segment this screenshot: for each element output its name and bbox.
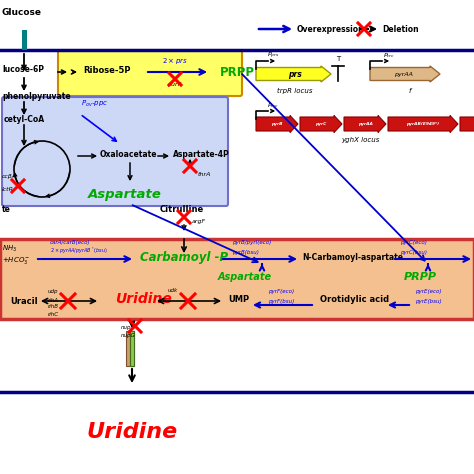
Text: pyrB(bsu): pyrB(bsu) (232, 249, 259, 255)
Text: Citrulline: Citrulline (160, 204, 204, 213)
Text: pyrB/pyrI(eco): pyrB/pyrI(eco) (232, 239, 271, 245)
Text: $P_{trc}$: $P_{trc}$ (267, 101, 279, 110)
Text: rihC: rihC (48, 311, 59, 317)
Bar (126, 331, 134, 366)
Text: Deletion: Deletion (382, 25, 419, 34)
Text: pyrF(eco): pyrF(eco) (268, 290, 294, 294)
Text: Carbamoyl -P: Carbamoyl -P (140, 250, 228, 264)
Text: ccβA: ccβA (2, 173, 17, 179)
Text: pyrC(bsu): pyrC(bsu) (400, 249, 427, 255)
Text: pyrC: pyrC (315, 122, 327, 126)
Text: $\mathit{NH_3}$: $\mathit{NH_3}$ (2, 244, 17, 254)
Text: Ribose-5P: Ribose-5P (83, 65, 131, 74)
Text: $2\times pyrAA/pyrAB^*(bsu)$: $2\times pyrAA/pyrAB^*(bsu)$ (50, 246, 108, 256)
Text: lctR: lctR (2, 186, 14, 191)
Text: Glucose: Glucose (2, 8, 42, 17)
Text: Uracil: Uracil (10, 297, 37, 306)
FancyArrow shape (256, 116, 298, 133)
Text: phenolpyruvate: phenolpyruvate (2, 91, 71, 100)
Text: udp: udp (48, 290, 58, 294)
Text: Uridine: Uridine (115, 292, 172, 306)
Text: N-Carbamoyl-aspartate: N-Carbamoyl-aspartate (302, 253, 403, 262)
Text: lucose-6P: lucose-6P (2, 64, 44, 73)
Text: pyrAA: pyrAA (357, 122, 373, 126)
Text: udk: udk (168, 289, 178, 293)
Text: Overexpression: Overexpression (297, 25, 365, 34)
FancyArrow shape (256, 66, 331, 82)
Text: Aspartate-4P: Aspartate-4P (173, 149, 230, 158)
FancyArrow shape (388, 116, 458, 133)
Text: $\mathit{+HCO_3^-}$: $\mathit{+HCO_3^-}$ (2, 255, 30, 266)
FancyArrow shape (344, 116, 386, 133)
FancyArrow shape (370, 66, 440, 82)
FancyArrow shape (460, 116, 474, 133)
Text: Aspartate: Aspartate (218, 272, 272, 282)
Text: pyrC(eco): pyrC(eco) (400, 239, 427, 245)
Text: nupG: nupG (120, 332, 136, 337)
Text: T: T (336, 56, 340, 62)
Text: rihA: rihA (48, 298, 59, 302)
Text: pyrE(eco): pyrE(eco) (415, 290, 441, 294)
Text: rihB: rihB (48, 304, 59, 310)
Text: PRPP: PRPP (220, 65, 255, 79)
FancyBboxPatch shape (2, 97, 228, 206)
Text: pyrB: pyrB (271, 122, 283, 126)
Text: PRPP: PRPP (403, 272, 437, 282)
Text: argF: argF (192, 219, 206, 224)
Text: te: te (2, 204, 11, 213)
FancyBboxPatch shape (0, 239, 474, 319)
Text: trpR locus: trpR locus (277, 88, 313, 94)
FancyArrow shape (300, 116, 342, 133)
Text: $P_{prs}$: $P_{prs}$ (267, 51, 280, 61)
Text: $2\times prs$: $2\times prs$ (162, 56, 188, 66)
Text: nupC: nupC (121, 325, 135, 329)
Text: Uridine: Uridine (86, 422, 178, 442)
Text: carA/carB(eco): carA/carB(eco) (50, 239, 91, 245)
Text: purR: purR (167, 82, 182, 87)
Text: pyrE(bsu): pyrE(bsu) (415, 299, 442, 303)
Text: pyrH: pyrH (473, 122, 474, 126)
Text: pyrAB(E949*): pyrAB(E949*) (406, 122, 439, 126)
Text: thrA: thrA (198, 172, 211, 176)
Bar (22, 30, 27, 50)
Text: $P_{trc}$: $P_{trc}$ (383, 52, 395, 61)
Bar (130, 331, 134, 366)
FancyBboxPatch shape (58, 50, 242, 96)
Text: UMP: UMP (228, 294, 249, 303)
Text: $P_{ov}$-$ppc$: $P_{ov}$-$ppc$ (81, 99, 109, 109)
Text: pyrAA: pyrAA (393, 72, 412, 76)
Text: yghX locus: yghX locus (341, 137, 379, 143)
Text: Oxaloacetate: Oxaloacetate (100, 149, 157, 158)
Text: Aspartate: Aspartate (88, 188, 162, 201)
Text: prs: prs (288, 70, 302, 79)
Text: Orotidylic acid: Orotidylic acid (320, 294, 389, 303)
Text: cetyl-CoA: cetyl-CoA (4, 115, 45, 124)
Text: f: f (409, 88, 411, 94)
Text: pyrF(bsu): pyrF(bsu) (268, 299, 294, 303)
